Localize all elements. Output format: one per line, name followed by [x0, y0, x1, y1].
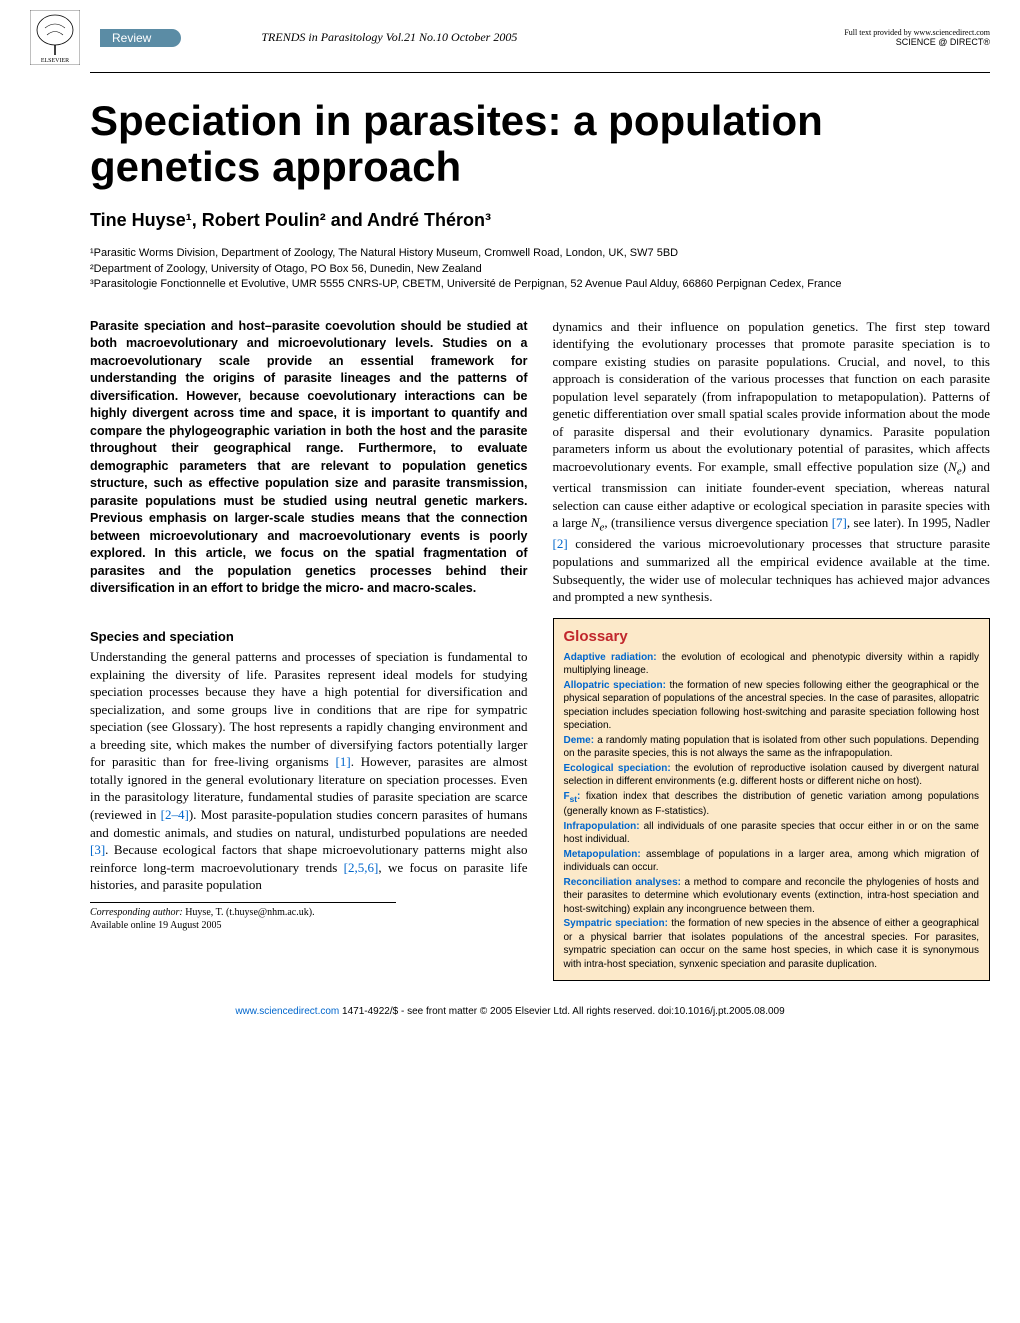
svg-text:ELSEVIER: ELSEVIER: [41, 58, 69, 64]
elsevier-tree-icon: ELSEVIER: [30, 10, 80, 65]
glossary-entry: Fst: fixation index that describes the d…: [564, 790, 980, 819]
glossary-term: Infrapopulation:: [564, 821, 640, 832]
elsevier-logo: ELSEVIER: [30, 10, 80, 65]
ref-link[interactable]: [7]: [832, 515, 847, 530]
available-online: Available online 19 August 2005: [90, 920, 221, 931]
glossary-definition: fixation index that describes the distri…: [564, 791, 980, 817]
section1-body: Understanding the general patterns and p…: [90, 648, 528, 894]
glossary-term: Adaptive radiation:: [564, 652, 657, 663]
glossary-term: Fst:: [564, 791, 581, 802]
glossary-term: Reconciliation analyses:: [564, 877, 681, 888]
article-title: Speciation in parasites: a population ge…: [0, 73, 1020, 205]
glossary-title: Glossary: [564, 627, 980, 647]
sd-provided-by: Full text provided by www.sciencedirect.…: [844, 28, 990, 37]
glossary-entry: Infrapopulation: all individuals of one …: [564, 820, 980, 847]
left-column: Parasite speciation and host–parasite co…: [90, 318, 528, 982]
author-list: Tine Huyse¹, Robert Poulin² and André Th…: [0, 205, 1020, 246]
ref-link[interactable]: [2]: [553, 536, 568, 551]
corresponding-text: Huyse, T. (t.huyse@nhm.ac.uk).: [185, 907, 314, 918]
ref-link[interactable]: [1]: [336, 754, 351, 769]
abstract-text: Parasite speciation and host–parasite co…: [90, 318, 528, 598]
glossary-entry: Metapopulation: assemblage of population…: [564, 848, 980, 875]
glossary-term: Allopatric speciation:: [564, 680, 666, 691]
glossary-term: Ecological speciation:: [564, 763, 671, 774]
glossary-term: Sympatric speciation:: [564, 918, 668, 929]
glossary-entry: Sympatric speciation: the formation of n…: [564, 917, 980, 971]
corresponding-author: Corresponding author: Huyse, T. (t.huyse…: [90, 902, 396, 933]
section-heading-species: Species and speciation: [90, 628, 528, 646]
page-footer: www.sciencedirect.com 1471-4922/$ - see …: [0, 1001, 1020, 1027]
affiliation-2: ²Department of Zoology, University of Ot…: [90, 262, 990, 277]
glossary-entry: Ecological speciation: the evolution of …: [564, 762, 980, 789]
footer-copyright: 1471-4922/$ - see front matter © 2005 El…: [339, 1006, 784, 1017]
glossary-term: Deme:: [564, 735, 595, 746]
footer-url[interactable]: www.sciencedirect.com: [235, 1006, 339, 1017]
glossary-entry: Reconciliation analyses: a method to com…: [564, 876, 980, 917]
ref-link[interactable]: [2,5,6]: [344, 860, 379, 875]
corresponding-label: Corresponding author:: [90, 907, 185, 918]
right-column: dynamics and their influence on populati…: [553, 318, 991, 982]
glossary-entry: Allopatric speciation: the formation of …: [564, 679, 980, 733]
affiliation-1: ¹Parasitic Worms Division, Department of…: [90, 246, 990, 261]
two-column-content: Parasite speciation and host–parasite co…: [0, 318, 1020, 982]
glossary-entry: Adaptive radiation: the evolution of eco…: [564, 651, 980, 678]
ref-link[interactable]: [3]: [90, 842, 105, 857]
review-badge: Review: [100, 29, 181, 47]
journal-info: TRENDS in Parasitology Vol.21 No.10 Octo…: [261, 30, 517, 45]
ref-link[interactable]: [2–4]: [161, 807, 189, 822]
header-bar: ELSEVIER Review TRENDS in Parasitology V…: [0, 0, 1020, 70]
glossary-box: Glossary Adaptive radiation: the evoluti…: [553, 618, 991, 981]
affiliations: ¹Parasitic Worms Division, Department of…: [0, 246, 1020, 317]
glossary-term: Metapopulation:: [564, 849, 641, 860]
col2-continuation: dynamics and their influence on populati…: [553, 318, 991, 606]
sd-logo-text: SCIENCE @ DIRECT®: [844, 37, 990, 47]
glossary-definition: a randomly mating population that is iso…: [564, 735, 980, 760]
glossary-entries: Adaptive radiation: the evolution of eco…: [564, 651, 980, 971]
glossary-entry: Deme: a randomly mating population that …: [564, 734, 980, 761]
science-direct-block: Full text provided by www.sciencedirect.…: [844, 28, 990, 47]
affiliation-3: ³Parasitologie Fonctionnelle et Evolutiv…: [90, 277, 990, 292]
